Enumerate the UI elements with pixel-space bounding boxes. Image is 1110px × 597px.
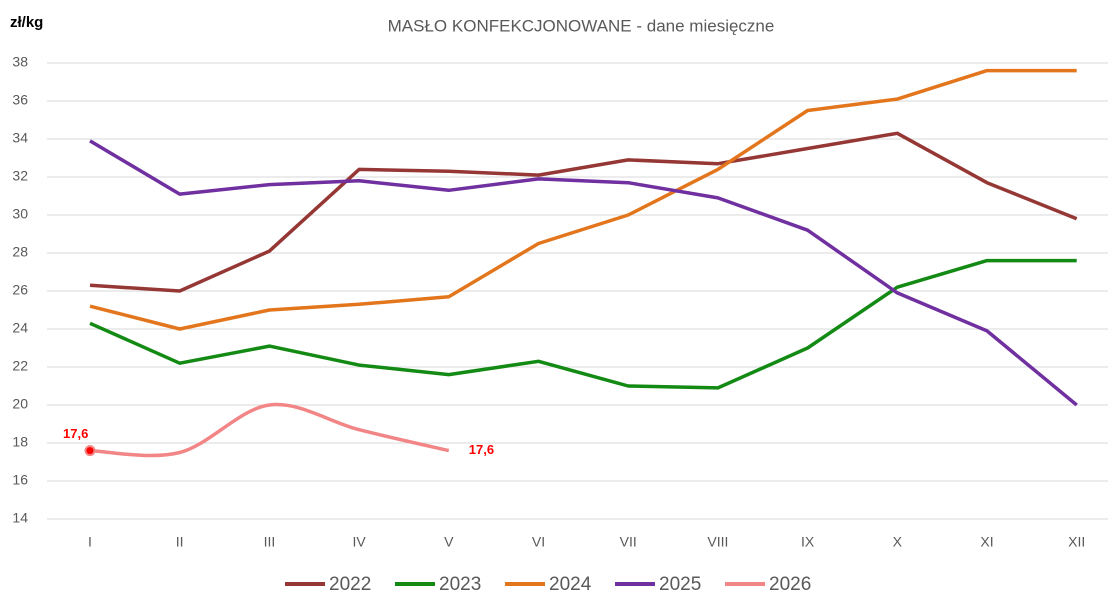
y-tick-label: 18 — [12, 434, 28, 450]
series-line — [89, 131, 1078, 293]
y-tick-label: 22 — [12, 358, 28, 374]
x-tick-label: V — [444, 534, 454, 550]
y-axis-label: zł/kg — [10, 14, 43, 31]
x-tick-label: I — [88, 534, 92, 550]
series-line — [89, 68, 1077, 331]
x-tick-label: II — [176, 534, 184, 550]
y-tick-label: 26 — [12, 282, 28, 298]
point-marker — [84, 445, 96, 457]
x-tick-label: VI — [532, 534, 545, 550]
x-tick-label: XI — [980, 534, 993, 550]
x-tick-label: XII — [1068, 534, 1085, 550]
x-tick-label: IX — [801, 534, 815, 550]
x-tick-label: X — [893, 534, 903, 550]
y-tick-label: 24 — [12, 320, 28, 336]
legend-label: 2025 — [659, 574, 701, 595]
legend-label: 2022 — [329, 574, 371, 595]
y-tick-label: 36 — [12, 92, 28, 108]
y-tick-label: 28 — [12, 244, 28, 260]
y-tick-label: 32 — [12, 168, 28, 184]
legend-label: 2024 — [549, 574, 592, 595]
data-label: 17,6 — [63, 426, 88, 441]
x-tick-label: III — [264, 534, 276, 550]
y-tick-label: 20 — [12, 396, 28, 412]
x-tick-label: VIII — [707, 534, 728, 550]
chart-title: MASŁO KONFEKCJONOWANE - dane miesięczne — [388, 16, 775, 35]
legend-label: 2023 — [439, 574, 481, 595]
series-line — [89, 402, 450, 458]
series-line — [89, 258, 1077, 390]
series-line — [89, 139, 1078, 407]
y-tick-label: 16 — [12, 472, 28, 488]
x-tick-label: VII — [620, 534, 637, 550]
y-tick-label: 38 — [12, 54, 28, 70]
data-label: 17,6 — [469, 442, 494, 457]
y-tick-label: 14 — [12, 510, 28, 526]
y-tick-label: 34 — [12, 130, 28, 146]
legend-label: 2026 — [769, 574, 811, 595]
y-tick-label: 30 — [12, 206, 28, 222]
x-tick-label: IV — [352, 534, 366, 550]
